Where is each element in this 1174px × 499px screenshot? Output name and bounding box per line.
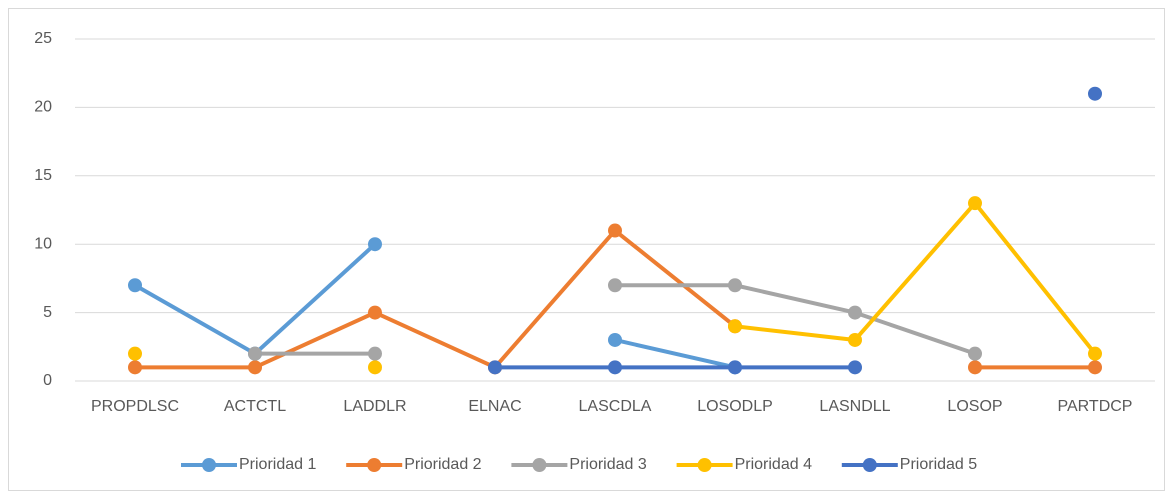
legend-marker [697,458,712,472]
x-tick-label: LASNDLL [819,398,890,415]
data-point [1088,346,1102,361]
x-tick-label: LOSOP [947,398,1002,415]
data-point [1088,86,1102,101]
legend-label: Prioridad 5 [900,456,977,473]
legend-marker [862,458,877,472]
y-tick-label: 15 [34,167,52,184]
series-line [255,283,976,356]
data-point [848,305,862,320]
legend-marker [202,458,216,472]
data-point [608,278,622,293]
data-point [608,332,622,347]
y-tick-label: 20 [34,99,52,116]
data-point [128,346,142,361]
x-tick-label: ACTCTL [224,398,286,415]
legend-label: Prioridad 1 [239,456,316,473]
data-point [848,360,862,375]
data-point [968,346,982,361]
x-tick-label: LADDLR [343,398,406,415]
legend-marker [532,458,547,472]
data-point [728,319,742,334]
legend-label: Prioridad 2 [404,456,481,473]
data-point [1088,360,1102,375]
data-point [968,360,982,375]
data-point [368,305,382,320]
data-point [128,360,142,375]
y-tick-label: 0 [43,372,52,389]
y-tick-label: 5 [43,304,52,321]
x-tick-label: LASCDLA [579,398,652,415]
y-tick-label: 25 [34,30,52,47]
x-tick-label: PROPDLSC [91,398,179,415]
x-tick-label: LOSODLP [697,398,773,415]
data-point [728,278,742,293]
data-point [968,196,982,211]
data-point [248,360,262,375]
legend-marker [367,458,382,472]
data-point [368,360,382,375]
data-point [368,237,382,252]
data-point [128,278,142,293]
x-tick-label: PARTDCP [1058,398,1133,415]
legend-label: Prioridad 4 [735,456,812,473]
data-point [728,360,742,375]
series-line [135,228,1095,370]
data-point [248,346,262,361]
data-point [488,360,502,375]
y-tick-label: 10 [34,235,52,252]
data-point [368,346,382,361]
x-tick-label: ELNAC [468,398,521,415]
chart-border [8,8,1165,491]
series-line [734,201,1097,355]
data-point [608,360,622,375]
data-point [608,223,622,238]
data-point [848,332,862,347]
legend-label: Prioridad 3 [569,456,646,473]
